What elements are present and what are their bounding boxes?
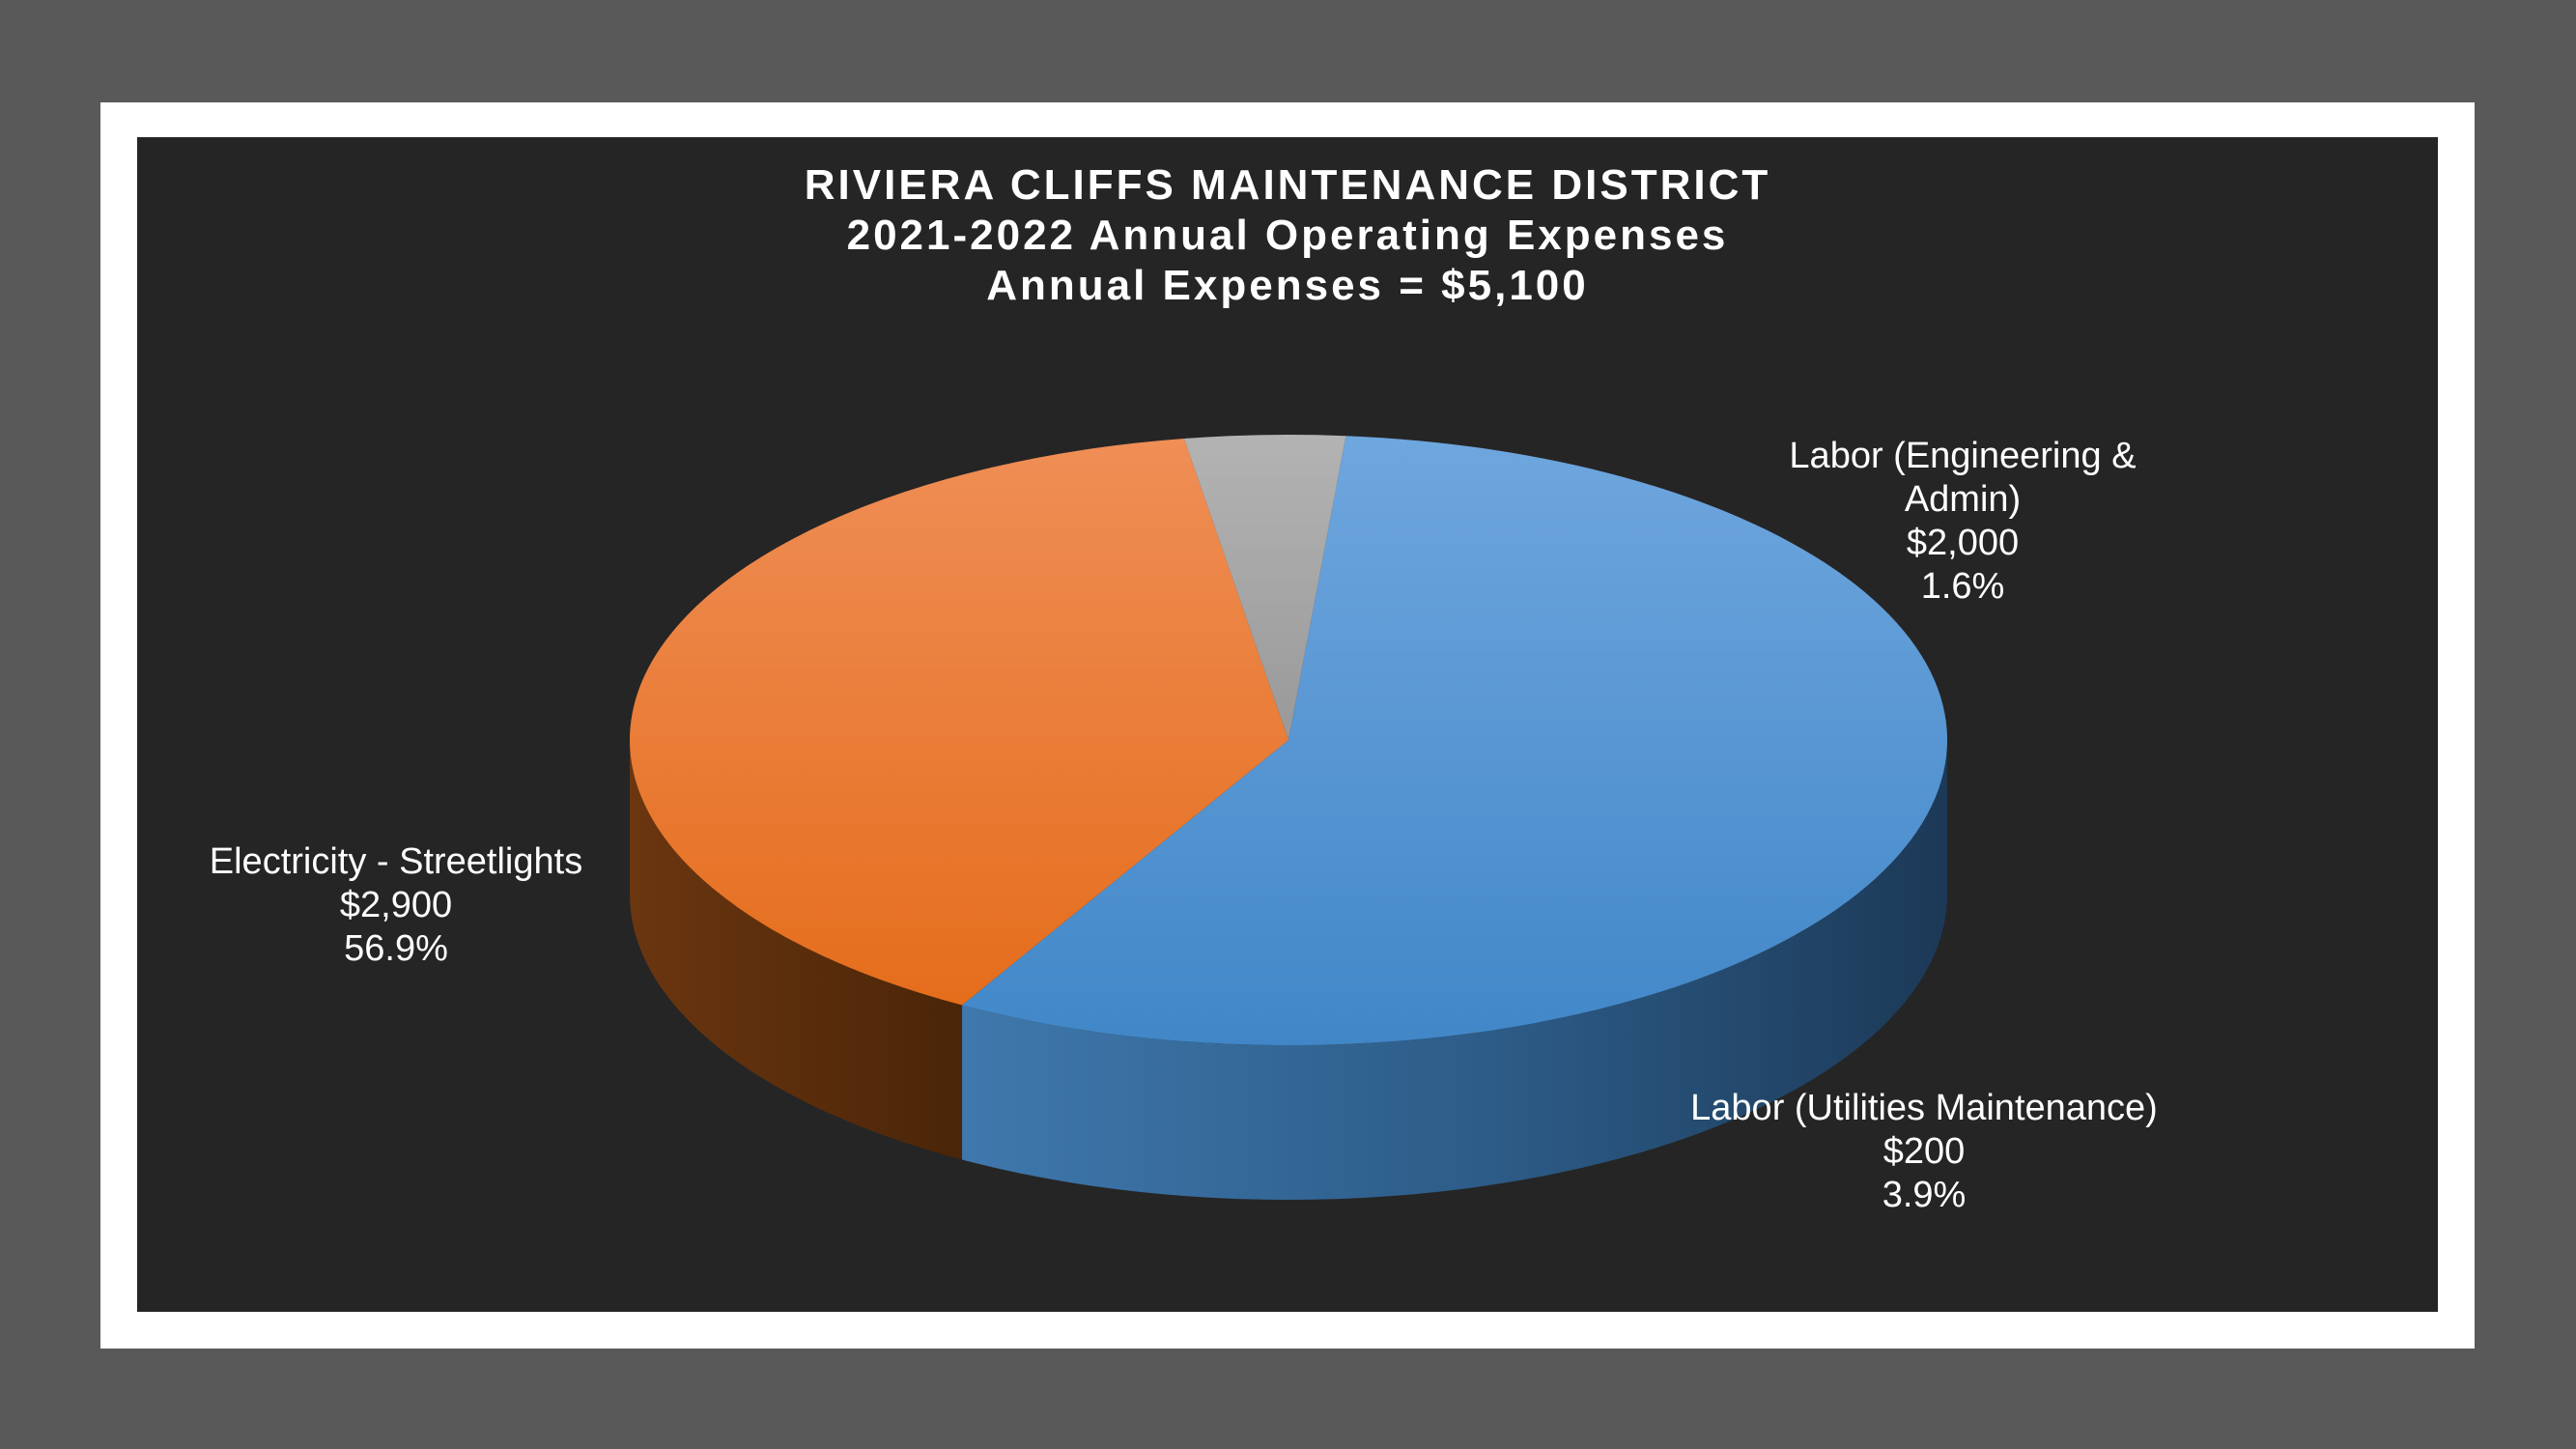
data-label-labor-utilities: Labor (Utilities Maintenance) $200 3.9% [1654, 1087, 2194, 1217]
slice-value: $200 [1882, 1131, 1966, 1172]
pie-slice-labor-utilities [1183, 435, 1346, 740]
pie-tops [629, 435, 1947, 1045]
slice-percent: 56.9% [344, 928, 448, 969]
slice-value: $2,000 [1906, 523, 2020, 563]
pie-slice-electricity [962, 436, 1947, 1045]
pie-side-labor-engineering [630, 740, 963, 1160]
pie-sides [630, 740, 1947, 1200]
chart-title-line-2: 2021-2022 Annual Operating Expenses [846, 212, 1729, 259]
slice-value: $2,900 [339, 885, 453, 925]
data-label-labor-engineering: Labor (Engineering & Admin) $2,000 1.6% [1769, 435, 2156, 609]
pie-chart [629, 435, 1947, 1200]
data-label-electricity: Electricity - Streetlights $2,900 56.9% [203, 840, 589, 971]
pie-slice-labor-engineering [629, 438, 1288, 1006]
slice-name: Electricity - Streetlights [209, 841, 583, 882]
slice-percent: 1.6% [1920, 566, 2005, 607]
chart-frame: RIVIERA CLIFFS MAINTENANCE DISTRICT 2021… [100, 102, 2475, 1349]
slice-name: Labor (Utilities Maintenance) [1690, 1088, 2158, 1128]
slice-percent: 3.9% [1882, 1175, 1967, 1215]
slice-name: Labor (Engineering & Admin) [1789, 436, 2137, 520]
chart-title-line-3: Annual Expenses = $5,100 [986, 262, 1589, 309]
pie-side-electricity [962, 740, 1947, 1200]
chart-area: RIVIERA CLIFFS MAINTENANCE DISTRICT 2021… [137, 137, 2438, 1312]
chart-title-line-1: RIVIERA CLIFFS MAINTENANCE DISTRICT [804, 161, 1771, 209]
